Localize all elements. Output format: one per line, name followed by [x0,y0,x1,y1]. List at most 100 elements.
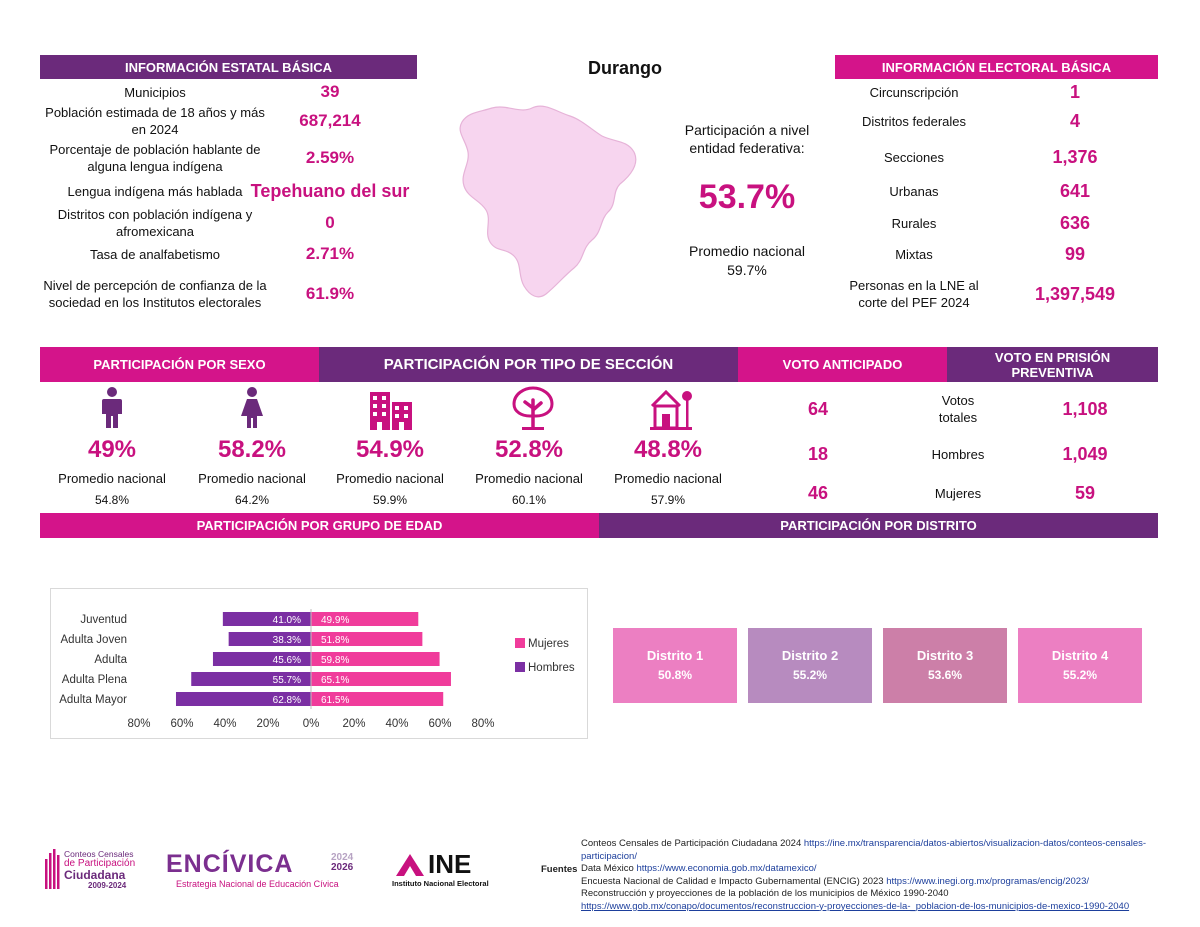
x-tick-label: 40% [385,718,408,730]
conteos-bars-icon [45,849,60,889]
participacion-entidad-label: Participación a nivel entidad federativa… [684,122,810,156]
estatal-label: Tasa de analfabetismo [89,246,221,262]
card-promedio-value: 59.9% [372,493,408,507]
fuente-line: Encuesta Nacional de Calidad e Impacto G… [581,876,1161,889]
distrito-card: Distrito 2 55.2% [748,628,872,703]
electoral-label: Rurales [891,215,937,231]
age-category-label: Adulta [94,654,127,666]
card-percentage: 49% [87,436,137,463]
voto-row-label: Mujeres [934,485,982,501]
ine-symbol-icon [396,854,424,876]
fuentes-label: Fuentes [541,864,578,875]
age-category-label: Adulta Joven [61,634,128,646]
estatal-label: Municipios [124,84,186,100]
card-promedio-value: 60.1% [511,493,547,507]
x-tick-label: 20% [256,718,279,730]
mujeres-bar [311,632,423,646]
x-tick-label: 40% [213,718,236,730]
estatal-value: 61.9% [305,284,355,303]
card-promedio-label: Promedio nacional [336,471,444,486]
card-promedio-value: 64.2% [234,493,270,507]
electoral-label: Urbanas [889,183,939,199]
tree-icon [512,386,554,430]
fuentes-list: Conteos Censales de Participación Ciudad… [581,838,1161,913]
voto-anticipado-value: 46 [807,482,829,503]
state-title: Durango [588,58,662,78]
mujeres-bar [311,672,451,686]
estatal-label: Población estimada de 18 años y más en 2… [45,105,265,137]
encivica-years-bottom: 2026 [331,862,354,873]
hombres-bar-label: 62.8% [273,695,301,706]
x-tick-label: 20% [342,718,365,730]
distrito-value: 53.6% [927,668,963,682]
hombres-bar [222,612,311,626]
electoral-header: INFORMACIÓN ELECTORAL BÁSICA [835,55,1158,79]
estatal-label: Porcentaje de población hablante de algu… [49,142,261,174]
promedio-nacional-value: 59.7% [727,262,767,278]
estatal-value: 2.71% [305,244,355,263]
voto-row-label: Votos totales [938,393,978,425]
electoral-value: 4 [1069,110,1080,131]
mujeres-bar-label: 61.5% [321,695,349,706]
electoral-label: Distritos federales [861,113,967,129]
distrito-card: Distrito 4 55.2% [1018,628,1142,703]
electoral-value: 99 [1064,243,1086,264]
mujeres-bar-label: 49.9% [321,615,349,626]
distrito-card: Distrito 1 50.8% [613,628,737,703]
voto-anticipado-value: 18 [807,443,829,464]
distrito-name: Distrito 2 [781,648,839,663]
voto-prision-header: VOTO EN PRISIÓN PREVENTIVA [947,347,1158,382]
mujeres-bar [311,612,419,626]
edad-header: PARTICIPACIÓN POR GRUPO DE EDAD [40,513,599,538]
encivica-name: ENCÍVICA [166,850,294,878]
promedio-nacional-label: Promedio nacional [689,243,805,259]
buildings-icon [370,392,412,430]
encivica-years-top: 2024 [331,852,354,863]
fuente-link[interactable]: https://ine.mx/transparencia/datos-abier… [581,838,1147,862]
electoral-value: 636 [1059,212,1091,233]
distrito-name: Distrito 4 [1051,648,1109,663]
estatal-label: Nivel de percepción de confianza de la s… [43,278,267,310]
mujeres-bar-label: 51.8% [321,635,349,646]
woman-icon [241,387,263,428]
legend-label: Mujeres [528,638,569,650]
distrito-card: Distrito 3 53.6% [883,628,1007,703]
man-icon [102,387,122,428]
voto-prision-value: 1,049 [1062,443,1108,464]
fuente-line: Reconstrucción y proyecciones de la pobl… [581,888,1161,913]
estatal-value: 2.59% [305,148,355,167]
estatal-value: 687,214 [299,111,361,130]
fuente-link[interactable]: https://www.inegi.org.mx/programas/encig… [886,875,1089,887]
estatal-label: Lengua indígena más hablada [67,183,243,199]
distrito-value: 55.2% [792,668,828,682]
participacion-entidad-value: 53.7% [698,178,796,216]
legend-swatch [515,638,525,648]
mujeres-bar-label: 65.1% [321,675,349,686]
voto-prision-value: 59 [1074,482,1096,503]
fuente-link[interactable]: https://www.gob.mx/conapo/documentos/rec… [581,900,1130,912]
fuente-link[interactable]: https://www.economia.gob.mx/datamexico/ [636,863,817,874]
estatal-label: Distritos con población indígena y afrom… [57,207,253,239]
fuente-text: Conteos Censales de Participación Ciudad… [581,838,804,849]
distrito-name: Distrito 1 [646,648,704,663]
fuente-line: Conteos Censales de Participación Ciudad… [581,838,1161,863]
electoral-label: Secciones [884,149,944,165]
mujeres-bar [311,692,444,706]
edad-chart-frame: Juventud 41.0% 49.9% Adulta Joven 38.3% 51.8%… [50,588,588,739]
mujeres-bar-label: 59.8% [321,655,349,666]
age-category-label: Adulta Mayor [59,694,127,706]
edad-chart: Juventud 41.0% 49.9% Adulta Joven 38.3% 51.8%… [59,609,575,730]
x-tick-label: 60% [170,718,193,730]
conteos-years: 2009-2024 [88,881,127,890]
house-tree-icon [650,389,692,430]
card-promedio-value: 57.9% [650,493,686,507]
electoral-label: Mixtas [895,246,933,262]
voto-anticipado-header: VOTO ANTICIPADO [738,347,947,382]
x-tick-label: 60% [428,718,451,730]
estatal-value: Tepehuano del sur [250,180,410,201]
mujeres-bar [311,652,440,666]
tipo-seccion-header: PARTICIPACIÓN POR TIPO DE SECCIÓN [319,347,738,382]
voto-prision-value: 1,108 [1062,398,1108,419]
conteos-line1: Conteos Censales [64,849,134,859]
x-tick-label: 80% [127,718,150,730]
